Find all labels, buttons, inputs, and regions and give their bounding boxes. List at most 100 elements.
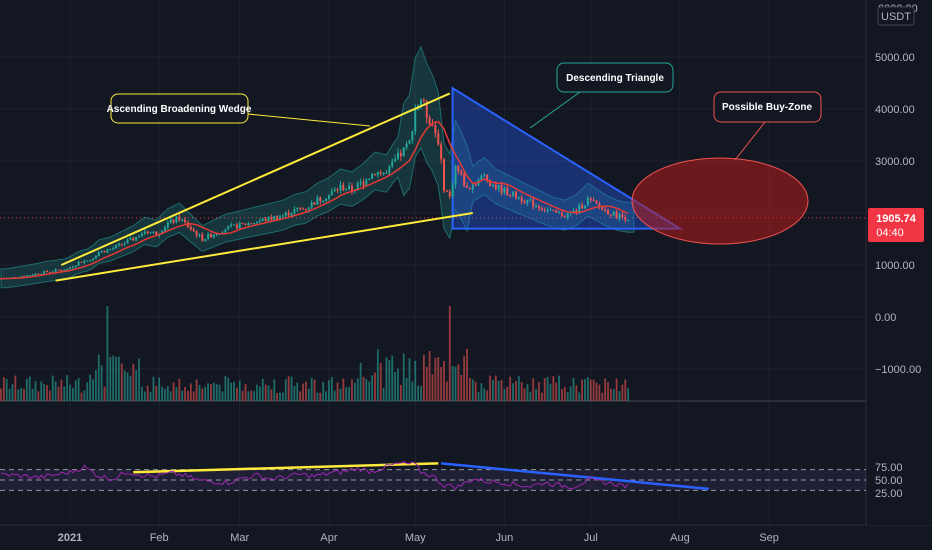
volume-bar [204,386,207,401]
volume-bar [94,370,97,401]
candle-body [232,224,235,226]
candle-body [215,233,218,235]
volume-bar [129,375,132,401]
volume-bar [273,379,276,401]
annotation-triangle[interactable]: Descending Triangle [556,62,674,93]
volume-bar [34,381,37,401]
candle-body [267,216,270,221]
volume-bar [431,374,434,401]
candle-body [546,209,549,211]
candle-body [581,204,584,209]
candle-body [373,174,376,176]
volume-bar [589,379,592,401]
candle-body [313,202,316,205]
volume-bar [325,391,327,401]
candle-body [454,165,457,185]
volume-bar [417,385,420,401]
volume-bar [359,362,362,401]
candle-body [189,226,192,230]
candle-body [348,185,351,190]
volume-bar [492,379,494,401]
candle-body [57,269,60,271]
candle-body [379,171,382,174]
volume-bar [169,391,172,401]
volume-bar [299,391,302,401]
wedge-lower-trendline [55,212,473,282]
candle-body [520,197,523,202]
annotation-buy-zone[interactable]: Possible Buy-Zone [713,91,822,123]
candle-body [161,231,164,234]
wedge-callout-pointer [247,113,371,127]
candle-body [106,249,109,253]
unit-badge[interactable] [877,6,915,26]
candle-body [445,190,448,192]
volume-bar [164,388,166,401]
candle-body [566,213,569,218]
volume-bar [411,381,414,401]
candle-body [201,234,204,241]
volume-bar [581,379,584,401]
volume-bar [339,388,342,401]
candle-body [618,214,621,219]
volume-bar [546,376,549,401]
last-price-badge-bg [868,208,924,242]
volume-bar [290,376,293,401]
volume-bar [161,386,163,401]
volume-bar [592,379,595,401]
volume-bar [20,387,22,401]
volume-bar [408,358,411,401]
candle-body [54,269,57,272]
volume-bar [230,382,233,401]
volume-bar [100,365,103,401]
candle-body [362,181,365,186]
candle-body [192,229,195,232]
volume-bar [540,392,543,401]
volume-bar [586,377,589,401]
candle-body [316,197,319,205]
volume-bar [483,388,486,401]
volume-bar [83,390,86,401]
volume-bar [166,386,169,401]
candle-body [540,208,543,211]
candle-body [500,185,503,193]
volume-bar [477,392,480,401]
candle-body [319,197,322,201]
candle-body [28,275,31,277]
volume-bar [74,380,77,401]
candle-body [575,210,578,212]
candle-body [166,222,169,228]
candle-body [37,273,40,275]
annotation-wedge[interactable]: Ascending Broadening Wedge [107,93,252,124]
candle-body [555,209,558,213]
candle-body [224,229,227,233]
volume-bar [31,388,34,401]
time-axis: 2021 Feb Mar Apr May Jun Jul Aug Sep [58,532,779,544]
chart-drawings [247,86,809,245]
rsi-line-group [0,460,629,490]
candle-body [140,233,143,237]
candle-body [241,222,244,224]
candle-body [34,273,37,276]
candle-body [402,147,405,157]
buy-zone-ellipse [631,157,809,245]
volume-bar [57,386,60,401]
volume-bar [555,382,558,401]
candle-body [371,174,374,179]
candle-body [40,273,43,275]
volume-bar [135,369,138,401]
volume-bar [5,378,8,401]
unit-badge-label: USDT [881,11,911,23]
volume-bar [215,384,218,401]
candle-body [494,184,497,189]
volume-bar [17,389,20,401]
candle-body [627,220,630,222]
volume-bar [43,384,46,401]
bollinger-bands [0,45,635,289]
candle-body [126,239,129,244]
volume-bar [394,372,397,401]
price-tick-label: 1000.00 [875,260,915,272]
candle-body [359,181,362,184]
volume-bar [247,391,250,401]
volume-bar [224,375,227,401]
